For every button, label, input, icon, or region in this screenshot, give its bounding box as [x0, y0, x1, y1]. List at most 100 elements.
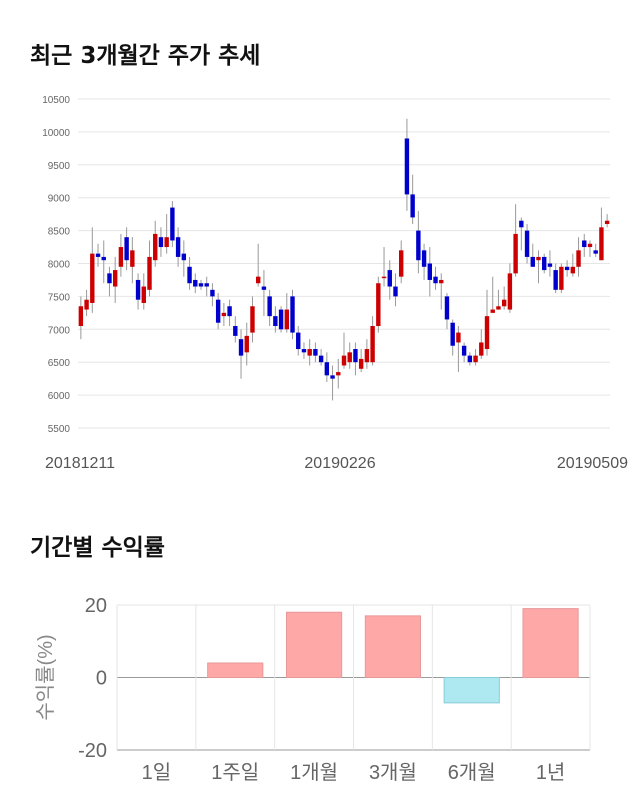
candle [112, 256, 118, 303]
candle-body [593, 250, 598, 254]
x-tick-label: 20190509 [557, 455, 628, 472]
candle [461, 342, 467, 363]
candle-body [181, 253, 187, 261]
x-tick-label: 20181211 [45, 455, 115, 472]
candle-body [456, 332, 461, 343]
candle [187, 256, 192, 290]
candle [301, 342, 307, 359]
candle-body [530, 256, 535, 267]
y-tick-label: 6500 [48, 358, 71, 369]
x-tick-label: 1개월 [290, 761, 338, 784]
candle-x-axis: 20181211 20190226 20190509 [45, 455, 628, 472]
candle [536, 250, 541, 284]
candle-y-axis: 5500 6000 6500 7000 7500 8000 8500 9000 9500 1000… [42, 95, 70, 435]
candle-body [330, 375, 335, 379]
x-tick-label: 20190226 [304, 455, 375, 472]
candle [250, 296, 255, 343]
candle [416, 210, 421, 274]
candle-body [267, 296, 272, 317]
candle-body [118, 247, 124, 267]
candle [433, 266, 438, 290]
candle [593, 243, 598, 257]
candle [221, 302, 227, 327]
y-tick-label: 5500 [48, 424, 71, 435]
candle-body [439, 279, 444, 284]
y-axis-label: 수익률(%) [34, 634, 57, 720]
candle [399, 240, 404, 284]
x-tick-label: 1일 [142, 761, 172, 784]
candle-body [233, 326, 238, 336]
candle [524, 224, 530, 264]
candle [273, 306, 278, 333]
candle [84, 289, 89, 317]
candle-body [479, 342, 484, 356]
candle [153, 220, 158, 267]
candle-body [84, 299, 89, 310]
candle-body [124, 237, 129, 261]
returns-bar-chart: -20 0 20 1일 1주일 1개월 3개월 6개월 1년 수익률(%) [34, 595, 591, 784]
candle [547, 250, 553, 277]
candle-body [387, 270, 392, 287]
candle-body [399, 250, 404, 277]
candle-body [341, 355, 347, 366]
candle [175, 227, 181, 267]
candle-body [536, 256, 541, 261]
candle-body [559, 266, 564, 290]
candle [439, 273, 444, 310]
candle [215, 293, 221, 330]
candle [107, 266, 112, 297]
candle-body [599, 227, 604, 261]
candle [387, 260, 392, 300]
candle-body [370, 326, 375, 363]
candle-body [604, 220, 610, 225]
candle-body [227, 306, 232, 317]
candle [530, 243, 535, 267]
candle [456, 326, 461, 373]
candle-body [336, 372, 341, 376]
candle-body [101, 256, 106, 261]
candle-body [582, 240, 587, 248]
candle-body [376, 283, 381, 327]
candle-body [90, 253, 95, 303]
candle-body [204, 283, 209, 287]
y-tick-label: 9000 [48, 194, 71, 205]
candle-body [261, 286, 267, 290]
candle-body [427, 263, 433, 280]
candle [135, 273, 141, 310]
bar [522, 608, 579, 678]
candle [198, 279, 204, 290]
candle-body [187, 266, 192, 284]
candle [473, 349, 478, 366]
candle [284, 293, 289, 333]
candle [519, 217, 524, 251]
y-tick-label: 7000 [48, 325, 71, 336]
candle [347, 342, 352, 369]
candle [599, 207, 604, 261]
candle [604, 214, 610, 228]
x-tick-label: 3개월 [369, 761, 417, 784]
y-tick-label: 8500 [48, 227, 71, 238]
candle [353, 342, 358, 376]
y-tick-label: 8000 [48, 260, 71, 271]
candle [255, 243, 261, 287]
candle [313, 342, 318, 363]
candlestick-chart: 5500 6000 6500 7000 7500 8000 8500 9000 9500 1000… [42, 95, 628, 472]
candle-body [112, 270, 118, 287]
candle-body [238, 339, 244, 356]
candle-body [307, 349, 312, 356]
candle [307, 339, 312, 366]
candle-body [153, 233, 158, 261]
candle [358, 349, 364, 373]
candle-body [381, 276, 387, 279]
candle [364, 339, 370, 369]
y-tick-label: 9500 [48, 161, 71, 172]
candle-body [450, 322, 455, 346]
candle [496, 289, 501, 310]
candle [450, 319, 455, 356]
candle-body [490, 309, 495, 313]
candle-body [135, 279, 141, 300]
candle [233, 316, 238, 343]
candle-body [570, 266, 576, 274]
candle-body [95, 253, 101, 257]
candle [78, 296, 84, 340]
